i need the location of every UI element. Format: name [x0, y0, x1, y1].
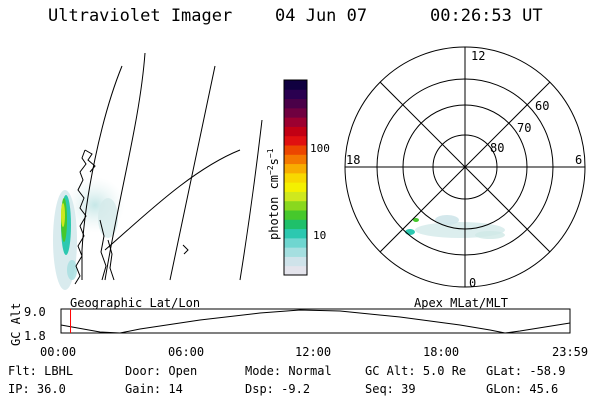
xtick-0000: 00:00 — [40, 345, 76, 359]
colorbar-swatch — [284, 228, 307, 239]
status-mode: Mode: Normal — [245, 364, 332, 378]
colorbar-swatch — [284, 256, 307, 267]
status-gc-alt: GC Alt: 5.0 Re — [365, 364, 467, 378]
xtick-0600: 06:00 — [168, 345, 204, 359]
altitude-curve — [60, 309, 571, 334]
meridian-lines — [81, 52, 263, 281]
colorbar-swatch — [284, 145, 307, 155]
coastline — [74, 149, 189, 285]
colorbar-swatch — [284, 182, 307, 192]
colorbar-swatch — [284, 126, 307, 137]
timeline-frame — [60, 308, 571, 334]
lat-label-70: 70 — [517, 121, 531, 135]
colorbar: photon cm−2s−1 — [266, 79, 308, 276]
aurora-emission — [53, 177, 125, 290]
altitude-timeline: GC Alt 9.0 1.8 00:00 06:00 12:00 18:00 2… — [9, 303, 588, 359]
colorbar-swatch — [284, 154, 307, 165]
status-flt: Flt: LBHL — [8, 364, 74, 378]
colorbar-tick-100: 100 — [310, 142, 330, 155]
ytick-9: 9.0 — [24, 305, 46, 319]
geographic-label: Geographic Lat/Lon — [70, 296, 201, 310]
colorbar-swatch — [284, 163, 307, 174]
colorbar-swatch — [284, 172, 307, 183]
colorbar-swatch — [284, 237, 307, 248]
colorbar-swatch — [284, 135, 307, 146]
xtick-1800: 18:00 — [423, 345, 459, 359]
status-door: Door: Open — [125, 364, 198, 378]
mlt-label-6: 6 — [575, 153, 582, 167]
xtick-2359: 23:59 — [552, 345, 588, 359]
status-glat: GLat: -58.9 — [486, 364, 566, 378]
colorbar-label-main: photon cm — [267, 175, 281, 240]
status-gain: Gain: 14 — [125, 382, 183, 396]
time-label: 00:26:53 UT — [430, 6, 543, 26]
mlt-label-0: 0 — [469, 276, 476, 290]
mlt-label-12: 12 — [471, 49, 485, 63]
timeline-ylabel: GC Alt — [9, 303, 23, 346]
status-dsp: Dsp: -9.2 — [245, 382, 311, 396]
lat-label-80: 80 — [490, 141, 504, 155]
geographic-map — [53, 52, 263, 290]
status-glon: GLon: 45.6 — [486, 382, 559, 396]
colorbar-swatch — [284, 200, 307, 211]
colorbar-swatch — [284, 80, 307, 90]
apex-label: Apex MLat/MLT — [414, 296, 508, 310]
ytick-1-8: 1.8 — [24, 329, 46, 343]
polar-grid — [344, 46, 586, 288]
colorbar-label-sup1: −2 — [266, 165, 275, 175]
colorbar-swatch — [284, 265, 307, 276]
lat-label-60: 60 — [535, 99, 549, 113]
instrument-title: Ultraviolet Imager — [48, 6, 233, 26]
colorbar-swatch — [284, 210, 307, 220]
status-seq: Seq: 39 — [365, 382, 416, 396]
status-ip: IP: 36.0 — [8, 382, 66, 396]
colorbar-swatch — [284, 89, 307, 100]
date-label: 04 Jun 07 — [275, 6, 368, 26]
colorbar-swatch — [284, 191, 307, 202]
colorbar-label: photon cm−2s−1 — [266, 148, 281, 240]
colorbar-swatch — [284, 107, 307, 118]
xtick-1200: 12:00 — [295, 345, 331, 359]
colorbar-scale — [284, 80, 307, 276]
colorbar-swatch — [284, 98, 307, 109]
colorbar-swatch — [284, 219, 307, 230]
colorbar-swatch — [284, 117, 307, 127]
svg-text:photon cm−2s−1: photon cm−2s−1 — [266, 148, 281, 240]
colorbar-swatch — [284, 247, 307, 257]
polar-emission — [405, 215, 505, 239]
colorbar-tick-10: 10 — [313, 229, 327, 242]
title-bar: Ultraviolet Imager 04 Jun 07 00:26:53 UT — [0, 6, 600, 30]
colorbar-label-sup2: −1 — [266, 148, 275, 158]
mlt-label-18: 18 — [346, 153, 360, 167]
colorbar-label-s: s — [267, 158, 281, 165]
polar-plot: 12 0 18 6 60 70 80 — [344, 46, 586, 290]
